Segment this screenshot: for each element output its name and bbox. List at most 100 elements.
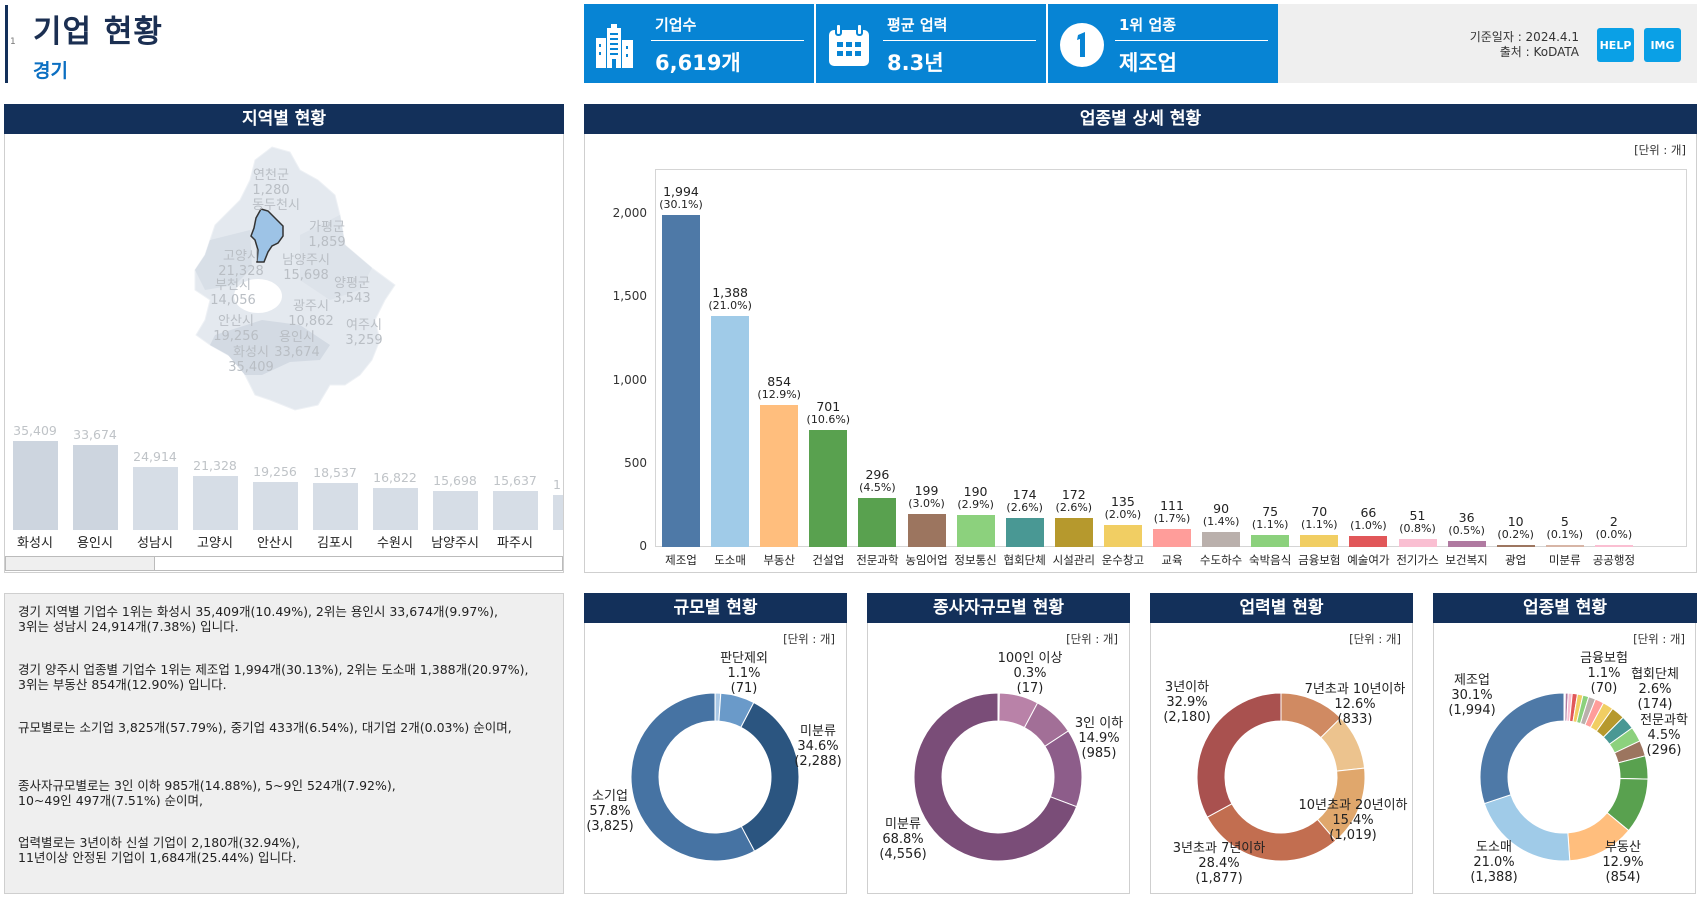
donut-slice-미분류[interactable] bbox=[740, 701, 800, 852]
map-label-name: 화성시 bbox=[233, 345, 269, 360]
bar-숙박음식[interactable] bbox=[1251, 534, 1290, 547]
bar-percent: (2.6%) bbox=[1055, 501, 1093, 515]
donut-label: 7년초과 10년이하 12.6% (833) bbox=[1304, 682, 1406, 727]
x-tick-label: 시설관리 bbox=[1052, 553, 1095, 567]
gyeonggi-map[interactable] bbox=[0, 0, 1700, 600]
building-icon bbox=[596, 24, 633, 68]
bar-data-label: 135 (2.0%) bbox=[1088, 495, 1158, 521]
region-bar[interactable] bbox=[313, 483, 358, 530]
region-bar-label: 화성시 bbox=[17, 536, 53, 551]
bar-percent: (1.4%) bbox=[1202, 515, 1240, 528]
horizontal-scrollbar[interactable] bbox=[5, 556, 563, 571]
bar-value: 190 bbox=[963, 484, 988, 500]
bar-data-label: 70 (1.1%) bbox=[1284, 505, 1354, 531]
bar-정보통신[interactable] bbox=[956, 515, 995, 547]
map-label-name: 가평군 bbox=[309, 220, 345, 235]
bar-percent: (0.0%) bbox=[1595, 528, 1633, 541]
donut-slice-제조업[interactable] bbox=[1479, 692, 1565, 805]
bar-공공행정[interactable] bbox=[1594, 545, 1633, 547]
region-bar-value: 21,328 bbox=[193, 458, 237, 474]
bar-value: 111 bbox=[1160, 497, 1184, 513]
bar-보건복지[interactable] bbox=[1447, 541, 1486, 547]
x-tick-label: 금융보험 bbox=[1298, 553, 1341, 567]
bar-전문과학[interactable] bbox=[858, 497, 897, 547]
bar-교육[interactable] bbox=[1153, 528, 1191, 547]
panel-title: 업력별 현황 bbox=[1150, 593, 1413, 623]
bar-value: 75 bbox=[1262, 503, 1279, 519]
x-tick-label: 미분류 bbox=[1548, 553, 1581, 567]
summary-line: 3위는 부동산 854개(12.90%) 입니다. bbox=[18, 677, 227, 692]
unit-label: [단위 : 개] bbox=[1349, 632, 1401, 646]
bar-data-label: 2 (0.0%) bbox=[1579, 515, 1649, 541]
bar-percent: (1.0%) bbox=[1350, 519, 1387, 532]
unit-label: [단위 : 개] bbox=[783, 632, 835, 646]
region-bar-value: 15,637 bbox=[493, 472, 537, 488]
map-region-highlight-yangju[interactable] bbox=[250, 208, 284, 263]
x-tick-label: 수도하수 bbox=[1199, 553, 1243, 567]
bar-미분류[interactable] bbox=[1545, 545, 1584, 547]
map-label-name: 부천시 bbox=[215, 278, 251, 293]
map-label: 양평군 3,543 bbox=[333, 276, 370, 306]
bar-예술여가[interactable] bbox=[1349, 536, 1388, 547]
region-bar[interactable] bbox=[73, 445, 118, 530]
map-region-west[interactable] bbox=[195, 230, 252, 290]
donut-slice-소기업[interactable] bbox=[630, 692, 756, 862]
map-label-value: 10,862 bbox=[288, 314, 334, 329]
region-bar[interactable] bbox=[133, 467, 178, 530]
x-tick-label: 광업 bbox=[1505, 553, 1527, 567]
donut-slice-미분류[interactable] bbox=[913, 692, 1078, 862]
donut-slice-3년이하[interactable] bbox=[1196, 692, 1282, 818]
industry-donut-panel: 업종별 현황 [단위 : 개] 제조업 30.1% (1,994) 금융보험 1.1%… bbox=[1433, 593, 1697, 894]
bar-도소매[interactable] bbox=[711, 315, 750, 547]
region-bar[interactable] bbox=[253, 481, 298, 530]
image-button[interactable]: IMG bbox=[1644, 28, 1681, 62]
region-bar[interactable] bbox=[373, 487, 418, 530]
rank-one-icon bbox=[1060, 23, 1104, 67]
help-button[interactable]: HELP bbox=[1597, 28, 1634, 62]
x-tick-label: 교육 bbox=[1161, 553, 1183, 567]
region-bar[interactable] bbox=[493, 490, 538, 530]
business-age-donut-panel: 업력별 현황 [단위 : 개] 3년이하 32.9% (2,180) 7년초과 10… bbox=[1150, 593, 1413, 894]
bar-data-label: 701 (10.6%) bbox=[793, 400, 863, 426]
bar-금융보험[interactable] bbox=[1300, 535, 1339, 547]
region-bar[interactable] bbox=[433, 490, 478, 530]
bar-percent: (30.1%) bbox=[659, 197, 703, 211]
divider bbox=[651, 40, 804, 41]
map-label-name: 용인시 bbox=[279, 330, 315, 345]
map-label: 연천군 1,280 bbox=[252, 168, 289, 198]
region-bar[interactable] bbox=[193, 476, 238, 530]
bar-농임어업[interactable] bbox=[907, 513, 946, 547]
bar-전기가스[interactable] bbox=[1398, 538, 1437, 547]
map-label-name: 안산시 bbox=[218, 314, 254, 329]
map-label: 용인시 33,674 bbox=[274, 330, 320, 360]
map-region-east[interactable] bbox=[300, 215, 372, 300]
region-bar[interactable] bbox=[13, 441, 58, 530]
donut-label: 10년초과 20년이하 15.4% (1,019) bbox=[1298, 798, 1408, 843]
employee-size-donut-panel: 종사자규모별 현황 [단위 : 개] 100인 이상 0.3% (17) 3인 이하… bbox=[867, 593, 1130, 894]
bar-제조업[interactable] bbox=[662, 214, 700, 547]
bar-percent: (10.6%) bbox=[806, 413, 851, 427]
bar-건설업[interactable] bbox=[809, 430, 848, 547]
bar-percent: (1.1%) bbox=[1251, 517, 1289, 531]
donut-label: 도소매 21.0% (1,388) bbox=[1470, 840, 1518, 885]
region-bar-label: 김포시 bbox=[317, 536, 353, 551]
scrollbar-thumb[interactable] bbox=[6, 557, 155, 570]
region-bar[interactable] bbox=[553, 494, 563, 530]
map-region-south[interactable] bbox=[210, 320, 330, 375]
data-source: 출처 : KoDATA bbox=[1499, 45, 1579, 59]
bar-협회단체[interactable] bbox=[1005, 518, 1044, 547]
bar-부동산[interactable] bbox=[760, 404, 799, 547]
x-tick-label: 부동산 bbox=[763, 553, 796, 567]
region-name: 경기 bbox=[33, 60, 68, 82]
unit-label: [단위 : 개] bbox=[1633, 632, 1685, 646]
region-bar-value: 18,537 bbox=[313, 465, 357, 481]
bar-data-label: 5 (0.1%) bbox=[1530, 515, 1600, 541]
divider bbox=[1115, 40, 1268, 41]
map-label-name: 광주시 bbox=[293, 299, 329, 314]
calendar-icon bbox=[829, 23, 869, 66]
bar-시설관리[interactable] bbox=[1054, 518, 1093, 547]
region-bar-value: 35,409 bbox=[13, 423, 57, 438]
bar-광업[interactable] bbox=[1496, 545, 1535, 547]
bar-수도하수[interactable] bbox=[1202, 532, 1241, 547]
bar-운수창고[interactable] bbox=[1103, 524, 1142, 547]
